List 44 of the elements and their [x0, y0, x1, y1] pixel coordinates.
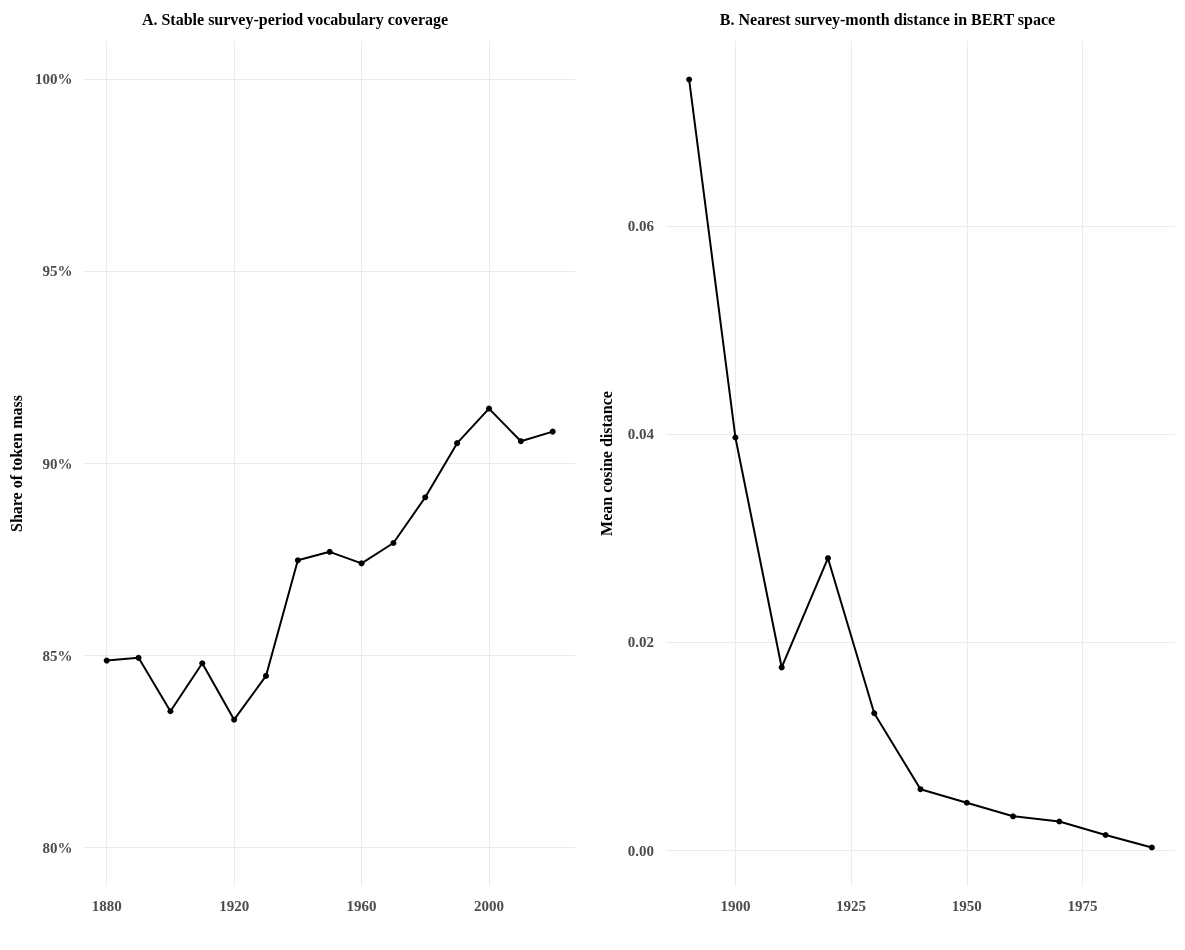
point — [294, 557, 301, 564]
y-axis-title: Mean cosine distance — [597, 391, 615, 536]
x-tick-label: 1925 — [836, 897, 867, 914]
point — [1010, 813, 1017, 820]
point — [517, 438, 524, 445]
point — [262, 672, 269, 679]
point — [199, 660, 206, 667]
point — [231, 716, 238, 723]
y-tick-label: 80% — [42, 839, 73, 856]
point — [824, 555, 831, 562]
point — [422, 494, 429, 501]
y-tick-label: 0.06 — [627, 218, 655, 235]
point — [549, 428, 556, 435]
point — [917, 786, 924, 793]
x-tick-label: 1900 — [720, 897, 751, 914]
y-axis-title: Share of token mass — [7, 394, 25, 533]
point — [686, 76, 693, 83]
x-tick-label: 1975 — [1067, 897, 1098, 914]
y-tick-label: 90% — [42, 455, 73, 472]
point — [963, 799, 970, 806]
y-tick-label: 0.02 — [627, 634, 654, 651]
x-tick-label: 1920 — [219, 897, 250, 914]
chart-title: A. Stable survey-period vocabulary coverage — [141, 10, 449, 29]
x-tick-label: 1960 — [346, 897, 377, 914]
y-tick-label: 0.04 — [627, 426, 655, 443]
y-tick-label: 100% — [34, 71, 73, 88]
point — [871, 710, 878, 717]
y-tick-label: 85% — [42, 647, 73, 664]
x-tick-label: 2000 — [473, 897, 504, 914]
y-tick-label: 95% — [42, 263, 73, 280]
chart-title: B. Nearest survey-month distance in BERT space — [719, 10, 1056, 29]
point — [390, 540, 397, 547]
point — [454, 440, 461, 447]
point — [358, 560, 365, 567]
point — [1102, 832, 1109, 839]
point — [135, 654, 142, 661]
point — [732, 434, 739, 441]
point — [167, 708, 174, 715]
x-tick-label: 1950 — [951, 897, 982, 914]
point — [1148, 844, 1155, 851]
x-tick-label: 1880 — [91, 897, 122, 914]
point — [485, 405, 492, 412]
y-tick-label: 0.00 — [627, 842, 654, 859]
point — [326, 548, 333, 555]
